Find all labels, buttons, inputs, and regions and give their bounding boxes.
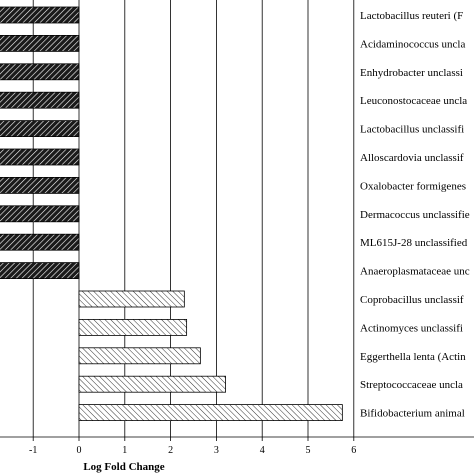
category-label-2: Acidaminococcus uncla	[360, 38, 465, 50]
bar-14	[78, 375, 226, 393]
gridlines	[32, 0, 355, 437]
bar-7	[0, 176, 80, 194]
x-tick-label-5: 5	[306, 445, 311, 456]
bar-3	[0, 63, 80, 81]
category-labels: Lactobacillus reuteri (F Acidaminococcus …	[360, 10, 470, 420]
bar-4	[0, 91, 80, 109]
x-tick-label-4: 4	[260, 445, 265, 456]
x-tick-label--1: -1	[29, 445, 37, 456]
x-tick-label-3: 3	[214, 445, 219, 456]
bar-9	[0, 233, 80, 251]
category-label-13: Eggerthella lenta (Actin	[360, 351, 466, 363]
category-label-11: Coprobacillus unclassif	[360, 294, 464, 306]
bar-1	[0, 6, 80, 24]
x-tick-label-1: 1	[122, 445, 127, 456]
bar-11	[78, 290, 185, 308]
category-label-8: Dermacoccus unclassifie	[360, 209, 470, 221]
category-label-15: Bifidobacterium animal	[360, 408, 465, 420]
bar-5	[0, 120, 80, 137]
category-label-12: Actinomyces unclassifi	[360, 322, 463, 334]
bar-6	[0, 148, 80, 166]
category-label-10: Anaeroplasmataceae unc	[360, 266, 470, 278]
category-label-3: Enhydrobacter unclassi	[360, 67, 463, 79]
category-label-5: Lactobacillus unclassifi	[360, 124, 464, 136]
category-label-4: Leuconostocaceae uncla	[360, 95, 467, 107]
category-label-9: ML615J-28 unclassified	[360, 237, 468, 249]
category-label-1: Lactobacillus reuteri (F	[360, 10, 463, 22]
bar-8	[0, 205, 80, 223]
category-label-7: Oxalobacter formigenes	[360, 180, 466, 192]
bars	[0, 6, 343, 422]
category-label-6: Alloscardovia unclassif	[360, 152, 464, 164]
x-tick-label-2: 2	[168, 445, 173, 456]
bar-12	[78, 318, 188, 336]
bar-10	[0, 262, 80, 280]
bar-15	[78, 404, 343, 422]
x-axis-title: Log Fold Change	[83, 461, 164, 473]
category-label-14: Streptococcaceae uncla	[360, 379, 463, 391]
bar-2	[0, 35, 80, 52]
x-axis: -1 0 1 2 3 4 5 6	[0, 436, 474, 456]
x-tick-label-0: 0	[77, 445, 82, 456]
bar-13	[78, 347, 201, 365]
x-tick-label-6: 6	[351, 445, 356, 456]
